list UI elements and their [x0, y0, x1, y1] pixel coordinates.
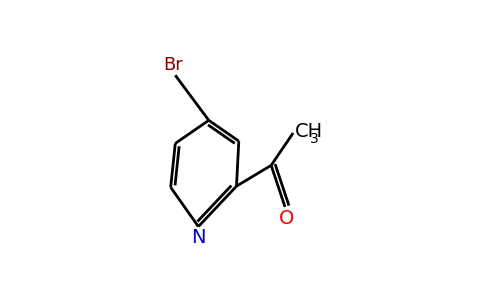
Text: 3: 3 — [310, 132, 319, 146]
Text: Br: Br — [163, 56, 183, 74]
Text: CH: CH — [295, 122, 323, 141]
Text: O: O — [279, 209, 295, 228]
Text: N: N — [191, 228, 206, 247]
